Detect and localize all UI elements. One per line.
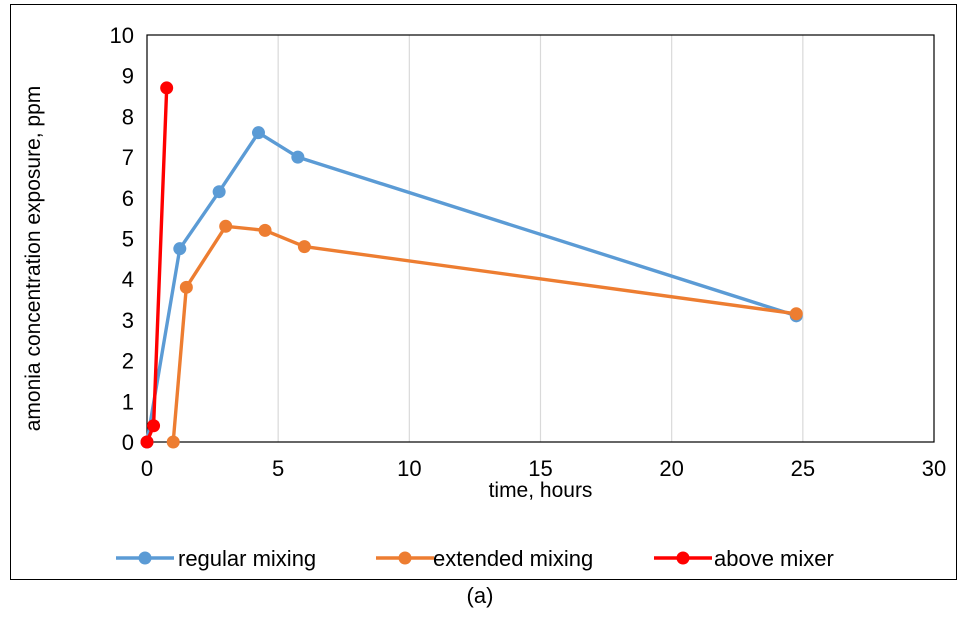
plot-area [146, 34, 935, 443]
data-point [166, 435, 180, 449]
legend-label: regular mixing [178, 546, 316, 571]
x-tick-label: 25 [791, 456, 815, 481]
y-tick-label: 5 [122, 227, 134, 252]
x-tick-label: 20 [659, 456, 683, 481]
y-tick-label: 0 [122, 430, 134, 455]
grid-layer [277, 35, 804, 442]
data-point [147, 419, 161, 433]
x-tick-label: 15 [528, 456, 552, 481]
data-point [291, 150, 305, 164]
chart-frame [10, 4, 957, 580]
legend-item: extended mixing [376, 546, 593, 571]
legend-item: above mixer [654, 546, 834, 571]
chart-svg: 0 5 10 15 20 25 30 0 1 2 3 4 5 6 7 8 9 10 time, hours am… [22, 23, 946, 571]
legend-swatch-marker [138, 551, 152, 565]
data-point [160, 81, 174, 95]
x-axis-title: time, hours [489, 479, 593, 502]
legend: regular mixing extended mixing above mixer [116, 546, 834, 571]
x-tick-label: 0 [141, 456, 153, 481]
data-point [258, 223, 272, 237]
x-tick-label: 5 [272, 456, 284, 481]
data-point [140, 435, 154, 449]
legend-label: extended mixing [433, 546, 593, 571]
series-line [171, 224, 797, 443]
series-line [145, 130, 797, 443]
y-tick-label: 9 [122, 64, 134, 89]
y-tick-label: 4 [122, 267, 134, 292]
y-tick-label: 10 [110, 23, 134, 48]
legend-label: above mixer [714, 546, 834, 571]
data-point [789, 307, 803, 321]
y-axis-ticks: 0 1 2 3 4 5 6 7 8 9 10 [110, 23, 134, 455]
data-point [179, 280, 193, 294]
series-0 [140, 126, 803, 449]
y-tick-label: 1 [122, 389, 134, 414]
data-point [219, 219, 233, 233]
series-1 [166, 219, 803, 449]
legend-item: regular mixing [116, 546, 316, 571]
data-point [212, 185, 226, 199]
x-axis-ticks: 0 5 10 15 20 25 30 [141, 456, 946, 481]
legend-swatch-marker [398, 551, 412, 565]
data-point [297, 240, 311, 254]
series-layer [140, 81, 803, 449]
y-tick-label: 3 [122, 308, 134, 333]
figure-caption: (a) [466, 583, 494, 608]
y-tick-label: 7 [122, 145, 134, 170]
y-tick-label: 8 [122, 104, 134, 129]
data-point [251, 126, 265, 140]
y-tick-label: 2 [122, 349, 134, 374]
x-tick-label: 30 [922, 456, 946, 481]
legend-swatch-marker [676, 551, 690, 565]
x-tick-label: 10 [397, 456, 421, 481]
y-tick-label: 6 [122, 186, 134, 211]
y-axis-title: amonia concentration exposure, ppm [22, 86, 45, 432]
series-2 [140, 81, 174, 449]
data-point [173, 242, 187, 256]
